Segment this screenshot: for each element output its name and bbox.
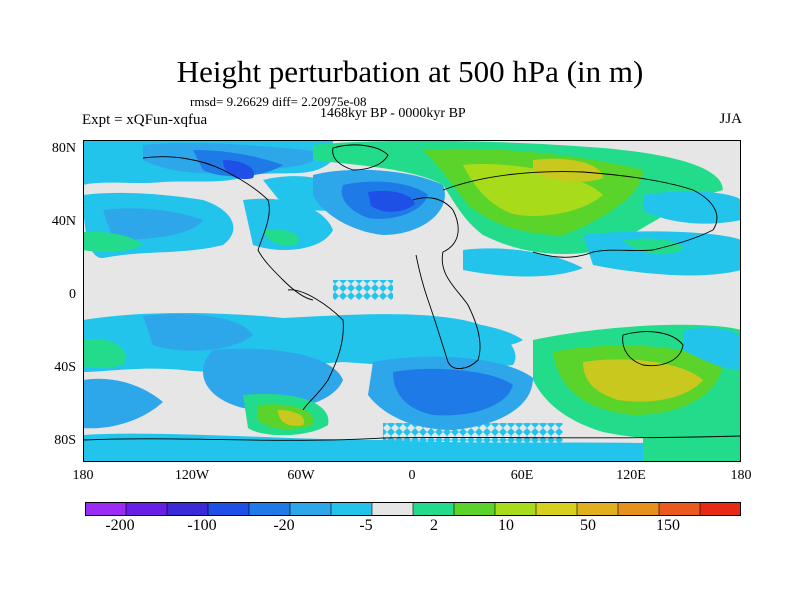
colorbar-swatch	[576, 502, 619, 516]
lon-label-120e: 120E	[616, 468, 646, 483]
period-subtitle: 1468kyr BP - 0000kyr BP	[320, 106, 466, 121]
colorbar-swatch	[494, 502, 537, 516]
lat-label-40s: 40S	[54, 360, 76, 375]
colorbar-swatch	[330, 502, 373, 516]
colorbar-swatch	[166, 502, 209, 516]
south-pacific-green-patch	[83, 339, 126, 369]
colorbar-swatch	[85, 502, 127, 516]
colorbar-label-minus100: -100	[187, 517, 217, 534]
southwest-pacific-blue-region	[83, 378, 163, 429]
eurasia-coast	[442, 171, 718, 258]
lat-label-0: 0	[69, 287, 76, 302]
africa-coast	[412, 197, 481, 369]
lat-label-80n: 80N	[51, 141, 76, 156]
north-america-green-patch	[263, 229, 299, 246]
north-america-cyan-region	[243, 198, 333, 250]
colorbar-label-minus20: -20	[273, 517, 295, 534]
colorbar-swatch	[125, 502, 168, 516]
lon-label-0: 0	[408, 468, 416, 483]
north-atlantic-low-core	[368, 190, 415, 212]
colorbar	[85, 502, 741, 516]
colorbar-label-minus5: -5	[359, 517, 373, 534]
antarctica-coast	[83, 435, 741, 441]
colorbar-swatch	[248, 502, 291, 516]
map-title: Height perturbation at 500 hPa (in m)	[176, 54, 644, 89]
south-pacific-blue-region	[143, 314, 253, 351]
colorbar-swatch	[535, 502, 578, 516]
stats-text: rmsd= 9.26629 diff= 2.20975e-08	[190, 94, 367, 109]
colorbar-swatches	[85, 502, 741, 516]
south-america-coast	[287, 289, 344, 411]
arctic-high-core	[533, 158, 603, 182]
lon-label-180w: 180	[72, 468, 94, 483]
africa-cyan-band	[463, 248, 583, 277]
colorbar-swatch	[412, 502, 455, 516]
colorbar-swatch	[289, 502, 332, 516]
height-perturbation-map	[83, 140, 741, 462]
greenland-coast	[332, 144, 389, 171]
colorbar-swatch	[453, 502, 496, 516]
hatched-area-atlantic	[333, 280, 393, 300]
pacific-green-patch	[83, 231, 143, 253]
season-label: JJA	[719, 111, 742, 127]
east-indian-cyan-region	[683, 328, 741, 370]
lon-label-120w: 120W	[174, 468, 210, 483]
colorbar-swatch	[658, 502, 701, 516]
lat-label-80s: 80S	[54, 433, 76, 448]
colorbar-swatch	[207, 502, 250, 516]
experiment-label: Expt = xQFun-xqfua	[82, 112, 208, 128]
antarctic-green-strip	[643, 433, 741, 462]
indian-ocean-high-core	[583, 359, 703, 402]
north-america-coast	[142, 156, 314, 301]
colorbar-swatch	[371, 502, 414, 516]
lon-label-60e: 60E	[510, 468, 534, 483]
field-layer	[83, 140, 741, 462]
antarctic-cyan-strip	[83, 433, 741, 462]
antarctic-high-core	[278, 410, 305, 426]
north-pacific-blue-region	[103, 208, 203, 240]
asia-green-patch	[623, 238, 683, 255]
map-frame	[83, 140, 741, 462]
colorbar-label-150: 150	[656, 517, 680, 534]
lon-label-60w: 60W	[287, 468, 315, 483]
colorbar-label-50: 50	[580, 517, 596, 534]
colorbar-swatch	[699, 502, 741, 516]
colorbar-label-2: 2	[430, 517, 438, 534]
coastlines	[83, 144, 741, 441]
lat-label-40n: 40N	[51, 214, 76, 229]
colorbar-label-minus200: -200	[105, 517, 135, 534]
australia-coast	[622, 331, 684, 367]
colorbar-frame	[85, 502, 741, 516]
south-america-blue-region	[203, 348, 343, 411]
colorbar-label-10: 10	[498, 517, 514, 534]
lon-label-180e: 180	[730, 468, 752, 483]
south-atlantic-cyan-region	[383, 318, 523, 349]
south-atlantic-low-inner	[393, 368, 513, 416]
colorbar-swatch	[617, 502, 660, 516]
